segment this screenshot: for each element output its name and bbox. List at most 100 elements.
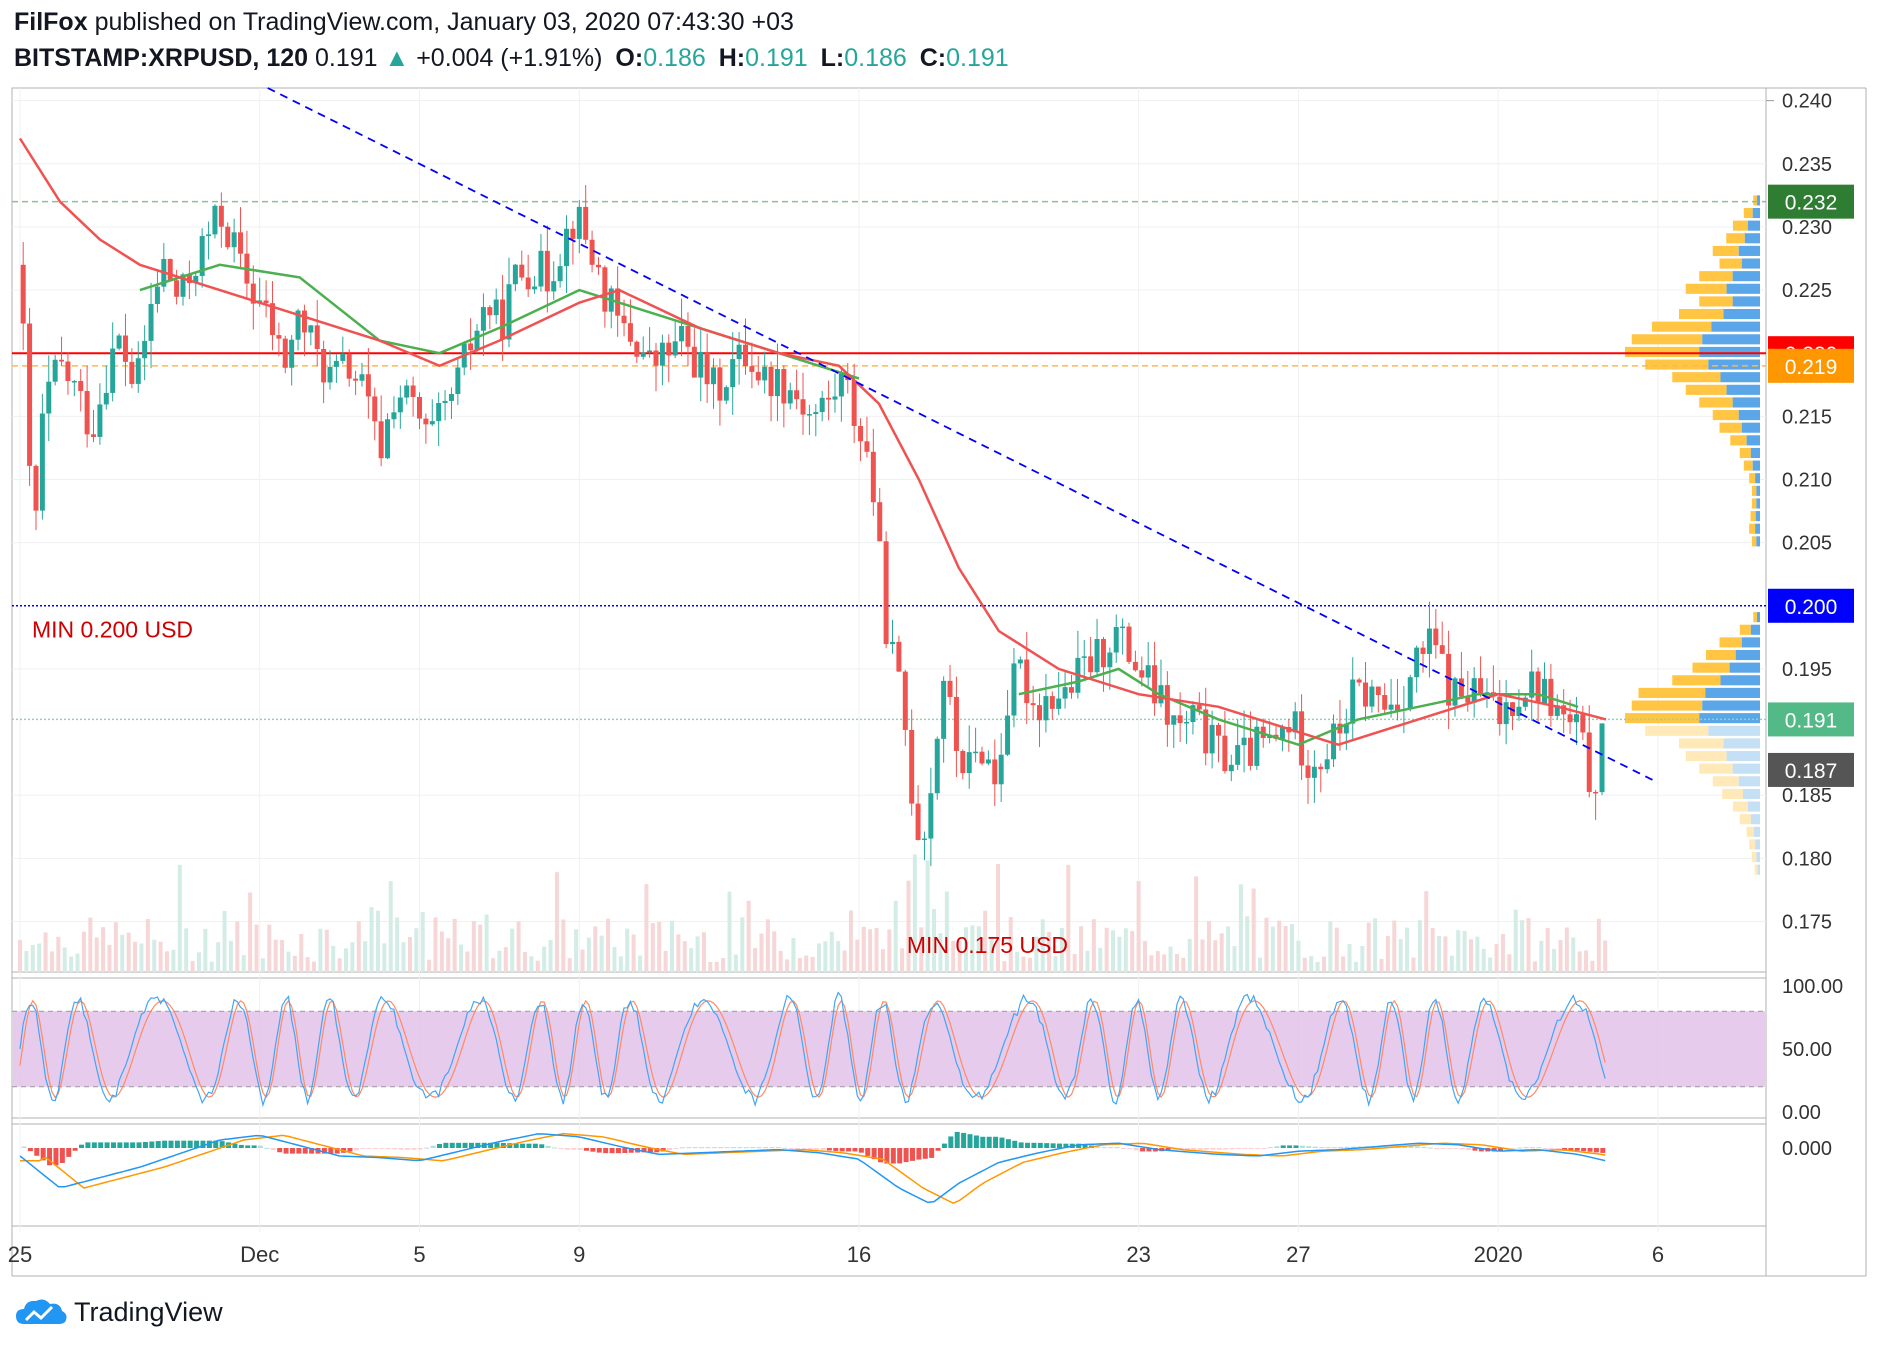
volume-profile-bar [1750, 814, 1760, 825]
macd-histogram-bar [750, 1147, 756, 1149]
volume-bar [491, 958, 496, 972]
macd-histogram-bar [545, 1145, 551, 1148]
volume-bar [196, 952, 201, 972]
macd-histogram-bar [583, 1148, 589, 1151]
volume-bar [439, 931, 444, 972]
volume-profile-bar [1750, 624, 1760, 635]
candle-body [65, 361, 71, 382]
candle-body [1254, 726, 1260, 766]
candle-body [1337, 723, 1343, 734]
candle-body [941, 680, 947, 739]
volume-bar [1328, 921, 1333, 972]
volume-bar [299, 933, 304, 972]
volume-bar [893, 900, 898, 972]
candle-body [653, 350, 659, 366]
volume-profile-bar [1685, 751, 1727, 762]
candle-body [404, 385, 410, 398]
candle-body [468, 343, 474, 351]
candle-body [353, 378, 359, 381]
macd-histogram-bar [59, 1148, 65, 1163]
candle-body [1503, 702, 1509, 725]
price-badge-label: 0.232 [1785, 192, 1838, 215]
x-tick-label: 6 [1652, 1242, 1664, 1267]
candle-body [1535, 671, 1541, 704]
candle-body [672, 341, 678, 356]
candle-body [493, 299, 499, 316]
volume-profile-bar [1746, 435, 1760, 446]
candle-body [1465, 696, 1471, 703]
candle-body [71, 381, 77, 383]
volume-profile-bar [1747, 220, 1760, 231]
volume-bar [925, 860, 930, 972]
macd-histogram-bar [526, 1143, 532, 1148]
candle-body [768, 366, 774, 397]
volume-bar [746, 900, 751, 972]
macd-histogram-bar [168, 1140, 174, 1148]
candle-body [1484, 692, 1490, 694]
candle-body [819, 397, 825, 413]
volume-bar [37, 943, 42, 972]
volume-bar [62, 947, 67, 972]
volume-profile-bar [1749, 523, 1756, 534]
macd-histogram-bar [1523, 1147, 1529, 1149]
price-badge-label: 0.191 [1785, 709, 1838, 732]
tradingview-brand[interactable]: TradingView [14, 1296, 223, 1328]
volume-bar [133, 941, 138, 972]
candle-body [960, 750, 966, 774]
candle-body [979, 751, 985, 764]
candle-body [679, 326, 685, 342]
volume-profile-bar [1738, 776, 1760, 787]
candle-body [564, 228, 570, 267]
macd-histogram-bar [884, 1148, 890, 1164]
macd-histogram-bar [1312, 1146, 1318, 1148]
candle-body [1222, 735, 1228, 772]
volume-profile-bar [1708, 725, 1760, 736]
macd-histogram-bar [302, 1148, 308, 1154]
candle-body [46, 381, 52, 414]
volume-bar [618, 956, 623, 972]
macd-histogram-bar [890, 1148, 896, 1164]
price-change: +0.004 (+1.91%) [416, 44, 603, 72]
macd-histogram-bar [782, 1147, 788, 1149]
macd-histogram-bar [807, 1148, 813, 1150]
volume-bar [1462, 930, 1467, 972]
candle-body [1331, 723, 1337, 760]
publish-header: FilFox published on TradingView.com, Jan… [14, 8, 794, 37]
candle-body [1279, 726, 1285, 739]
volume-profile [1625, 195, 1760, 875]
volume-bar [740, 917, 745, 972]
macd-histogram-bar [219, 1141, 225, 1148]
volume-bar [165, 951, 170, 972]
candle-body [1324, 759, 1330, 770]
ma-slow-line [18, 137, 1607, 747]
macd-histogram-bar [123, 1142, 129, 1148]
macd-line [19, 1133, 1606, 1204]
volume-bar [1334, 927, 1339, 972]
candle-body [1081, 656, 1087, 658]
candle-body [231, 232, 237, 248]
volume-bar [286, 951, 291, 972]
volume-bar [932, 908, 937, 972]
price-badge [1768, 588, 1854, 623]
macd-histogram-bar [430, 1145, 436, 1148]
candle-body [1196, 705, 1202, 710]
candle-body [921, 838, 927, 841]
candle-body [1452, 678, 1458, 706]
macd-histogram-bar [200, 1140, 206, 1148]
author-name[interactable]: FilFox [14, 8, 88, 36]
candle-body [998, 754, 1004, 785]
volume-bar [209, 961, 214, 972]
volume-bar [382, 943, 387, 972]
candle-body [928, 793, 934, 839]
y-tick-label: 0.230 [1782, 217, 1832, 239]
volume-bar [56, 936, 61, 972]
candle-body [129, 361, 135, 384]
candle-body [1516, 706, 1522, 717]
macd-histogram-bar [296, 1148, 302, 1154]
macd-histogram-bar [993, 1136, 999, 1148]
price-chart[interactable]: 0.240 0.235 0.230 0.225 0.215 0.210 0.205 0.195… [0, 0, 1878, 1290]
candle-body [372, 396, 378, 422]
volume-bar [1245, 916, 1250, 972]
candle-body [1235, 745, 1241, 765]
volume-bar [906, 880, 911, 972]
